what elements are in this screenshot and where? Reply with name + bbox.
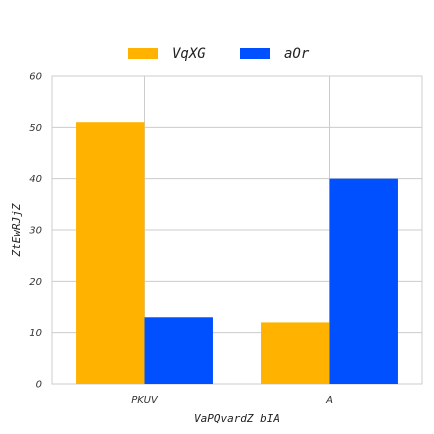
bars — [76, 122, 398, 384]
x-tick-label: PKUV — [131, 395, 159, 406]
plot-border — [51, 75, 423, 385]
legend-swatch — [128, 48, 158, 59]
x-axis-ticks: PKUV A — [131, 395, 333, 406]
y-tick-label: 20 — [29, 277, 42, 288]
x-tick-label: A — [325, 395, 333, 406]
x-axis-label: VaPQvardZ bIA — [194, 412, 280, 425]
bar-VqXG-PKUV — [76, 122, 145, 384]
legend: VqXG aOr — [128, 46, 310, 62]
y-tick-label: 60 — [29, 72, 42, 83]
legend-label: aOr — [284, 46, 310, 62]
y-tick-label: 40 — [29, 174, 42, 185]
y-axis-label: ZtEwRJjZ — [10, 203, 23, 257]
bar-aOr-A — [329, 178, 398, 384]
y-tick-label: 30 — [29, 226, 42, 237]
y-tick-label: 10 — [29, 328, 42, 339]
y-tick-label: 50 — [29, 123, 42, 134]
bar-VqXG-A — [261, 322, 330, 384]
y-tick-label: 0 — [36, 380, 42, 391]
legend-swatch — [240, 48, 270, 59]
y-axis-ticks: 0 10 20 30 40 50 60 — [29, 72, 42, 391]
bar-aOr-PKUV — [144, 317, 213, 384]
legend-label: VqXG — [172, 46, 206, 62]
